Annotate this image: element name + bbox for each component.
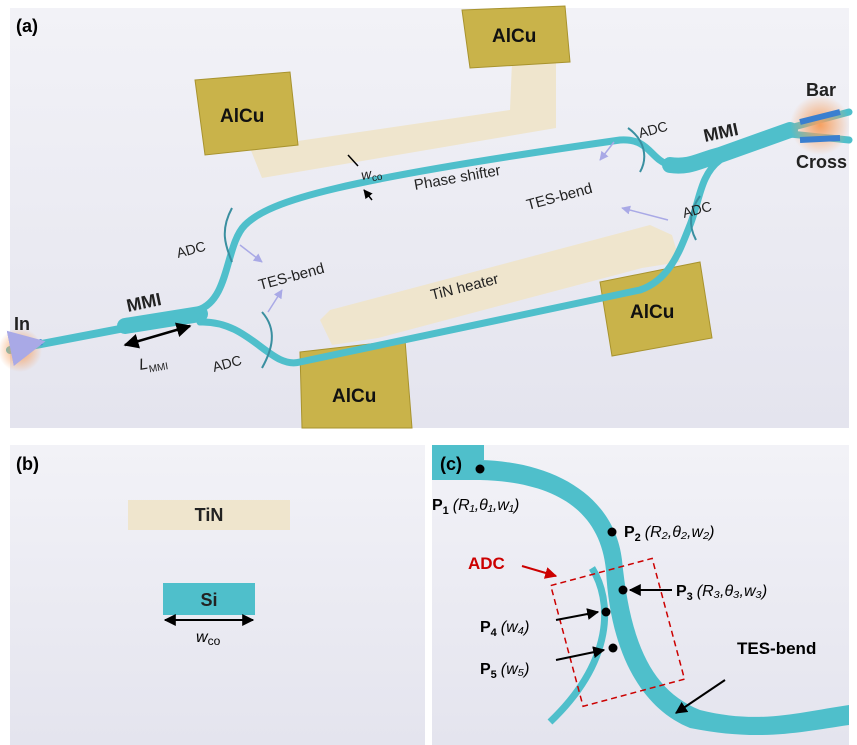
panel-a: (a) AlCu AlCu AlCu AlCu Bar Cross MMI MM…	[0, 6, 850, 428]
panel-b: (b) TiN Si wco	[10, 445, 425, 745]
point-name: P	[624, 524, 635, 541]
params: (w₅)	[501, 661, 530, 678]
point-name: P	[480, 619, 491, 636]
subscript: 5	[491, 669, 497, 681]
output-label: Cross	[796, 152, 847, 172]
adc-label: ADC	[468, 554, 505, 573]
panel-label: (b)	[16, 454, 39, 474]
point-name: P	[480, 661, 491, 678]
output-glow	[790, 95, 850, 155]
subscript: 1	[443, 505, 449, 517]
tin-label: TiN	[195, 505, 224, 525]
panel-background	[10, 8, 849, 428]
input-glow	[0, 328, 42, 372]
params: (R₃,θ₃,w₃)	[697, 583, 767, 600]
output-label: Bar	[806, 80, 836, 100]
params: (R₁,θ₁,w₁)	[453, 497, 519, 514]
panel-c: (c) ADC TES-bend P1(R₁,θ₁,w₁) P2(R₂,θ₂,w…	[432, 445, 849, 745]
point-name: P	[676, 583, 687, 600]
pad-label: AlCu	[630, 302, 674, 323]
panel-label: (a)	[16, 16, 38, 36]
pad-label: AlCu	[492, 26, 536, 47]
si-label: Si	[200, 590, 217, 610]
subscript: 2	[635, 532, 641, 544]
params: (w₄)	[501, 619, 530, 636]
params: (R₂,θ₂,w₂)	[645, 524, 715, 541]
subscript: co	[208, 634, 221, 648]
panel-label: (c)	[440, 454, 462, 474]
subscript: 4	[491, 627, 498, 639]
pad-label: AlCu	[332, 386, 376, 407]
panel-background	[432, 445, 849, 745]
point-name: P	[432, 497, 443, 514]
tes-bend-label: TES-bend	[737, 639, 816, 658]
input-label: In	[14, 314, 30, 334]
pad-label: AlCu	[220, 106, 264, 127]
figure: (a) AlCu AlCu AlCu AlCu Bar Cross MMI MM…	[0, 0, 857, 745]
subscript: 3	[687, 591, 693, 603]
